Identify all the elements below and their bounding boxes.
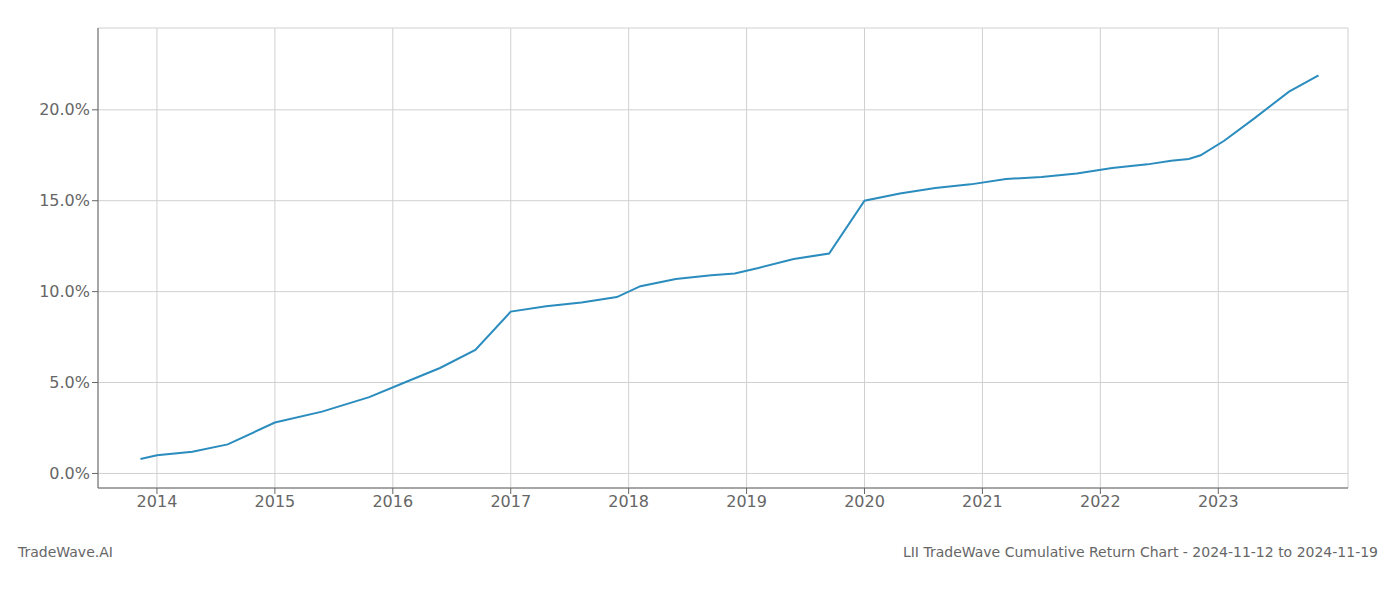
svg-text:2014: 2014 [137, 492, 178, 511]
svg-text:10.0%: 10.0% [39, 282, 90, 301]
svg-text:2023: 2023 [1198, 492, 1239, 511]
svg-text:20.0%: 20.0% [39, 100, 90, 119]
svg-text:2015: 2015 [255, 492, 296, 511]
svg-text:2019: 2019 [726, 492, 767, 511]
svg-text:15.0%: 15.0% [39, 191, 90, 210]
html-text:LII TradeWave Cumulative Retur: LII TradeWave Cumulative Return Chart - … [902, 544, 1378, 560]
svg-text:2016: 2016 [372, 492, 413, 511]
svg-text:2018: 2018 [608, 492, 649, 511]
svg-text:2021: 2021 [962, 492, 1003, 511]
svg-text:2022: 2022 [1080, 492, 1121, 511]
svg-text:5.0%: 5.0% [49, 373, 90, 392]
svg-text:0.0%: 0.0% [49, 464, 90, 483]
svg-text:2017: 2017 [490, 492, 531, 511]
svg-text:2020: 2020 [844, 492, 885, 511]
html-text:TradeWave.AI: TradeWave.AI [18, 544, 113, 560]
